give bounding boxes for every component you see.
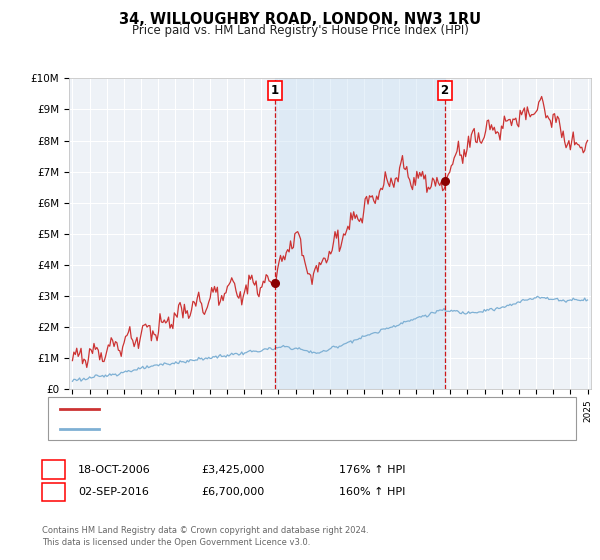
Text: 1: 1	[49, 463, 58, 476]
Text: 176% ↑ HPI: 176% ↑ HPI	[339, 465, 406, 474]
Text: 34, WILLOUGHBY ROAD, LONDON, NW3 1RU: 34, WILLOUGHBY ROAD, LONDON, NW3 1RU	[119, 12, 481, 27]
Text: This data is licensed under the Open Government Licence v3.0.: This data is licensed under the Open Gov…	[42, 538, 310, 547]
Text: 1: 1	[271, 85, 279, 97]
Text: Price paid vs. HM Land Registry's House Price Index (HPI): Price paid vs. HM Land Registry's House …	[131, 24, 469, 37]
Text: 160% ↑ HPI: 160% ↑ HPI	[339, 487, 406, 497]
Text: £6,700,000: £6,700,000	[201, 487, 264, 497]
Text: £3,425,000: £3,425,000	[201, 465, 265, 474]
Text: 2: 2	[440, 85, 449, 97]
Text: 34, WILLOUGHBY ROAD, LONDON, NW3 1RU (detached house): 34, WILLOUGHBY ROAD, LONDON, NW3 1RU (de…	[105, 404, 411, 414]
Text: 2: 2	[49, 486, 58, 498]
Text: HPI: Average price, detached house, Camden: HPI: Average price, detached house, Camd…	[105, 423, 326, 433]
Text: Contains HM Land Registry data © Crown copyright and database right 2024.: Contains HM Land Registry data © Crown c…	[42, 526, 368, 535]
Text: 18-OCT-2006: 18-OCT-2006	[78, 465, 151, 474]
Bar	[275, 78, 445, 389]
Text: 02-SEP-2016: 02-SEP-2016	[78, 487, 149, 497]
